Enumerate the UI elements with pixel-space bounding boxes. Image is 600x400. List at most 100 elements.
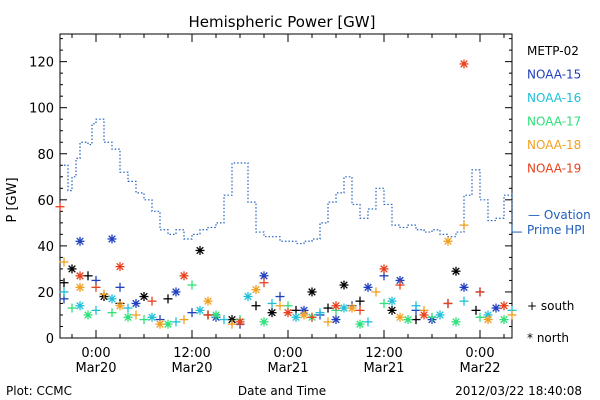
data-point xyxy=(411,315,421,325)
legend-entry: NOAA-15 xyxy=(527,68,581,82)
data-point xyxy=(107,234,117,244)
data-point xyxy=(363,317,373,327)
data-point xyxy=(339,303,349,313)
x-tick-label-date: Mar21 xyxy=(267,361,308,376)
data-point xyxy=(459,282,469,292)
y-tick-label: 40 xyxy=(37,240,54,255)
data-point xyxy=(227,319,237,329)
data-point xyxy=(411,301,421,311)
data-point xyxy=(499,315,509,325)
data-point xyxy=(75,301,85,311)
data-point xyxy=(443,236,453,246)
data-point xyxy=(251,285,261,295)
x-tick-label-time: 0:00 xyxy=(81,346,110,361)
data-point xyxy=(163,319,173,329)
data-point xyxy=(131,298,141,308)
data-point xyxy=(171,287,181,297)
plot-frame xyxy=(59,33,513,339)
y-axis-label: P [GW] xyxy=(5,177,20,222)
legend-entry: NOAA-19 xyxy=(527,162,581,176)
data-point xyxy=(371,287,381,297)
data-point xyxy=(355,319,365,329)
data-point xyxy=(459,59,469,69)
chart-title: Hemispheric Power [GW] xyxy=(189,13,376,31)
data-point xyxy=(75,282,85,292)
y-tick-label: 0 xyxy=(46,332,54,347)
data-point xyxy=(483,315,493,325)
data-point xyxy=(67,303,77,313)
y-tick-label: 60 xyxy=(37,194,54,209)
footer-left: Plot: CCMC xyxy=(6,384,72,398)
data-point xyxy=(307,287,317,297)
data-point xyxy=(403,315,413,325)
data-point xyxy=(115,282,125,292)
data-point xyxy=(55,202,65,212)
data-point xyxy=(451,266,461,276)
data-point xyxy=(107,294,117,304)
data-point xyxy=(83,271,93,281)
data-point xyxy=(155,319,165,329)
data-point xyxy=(355,305,365,315)
data-point xyxy=(299,310,309,320)
marker-legend-entry: + south xyxy=(527,299,574,313)
data-point xyxy=(115,301,125,311)
ovation-line xyxy=(64,118,513,245)
data-point xyxy=(139,292,149,302)
data-point xyxy=(475,287,485,297)
data-point xyxy=(123,303,133,313)
footer-right: 2012/03/22 18:40:08 xyxy=(455,384,582,398)
data-point xyxy=(459,220,469,230)
data-point xyxy=(355,296,365,306)
legend-entry: NOAA-16 xyxy=(527,91,581,105)
marker-legend: + south * north xyxy=(527,299,574,345)
data-point xyxy=(179,271,189,281)
data-point xyxy=(259,271,269,281)
data-point xyxy=(219,315,229,325)
data-point xyxy=(195,305,205,315)
x-tick-label-time: 12:00 xyxy=(173,346,210,361)
data-point xyxy=(91,282,101,292)
x-tick-label-date: Mar21 xyxy=(363,361,404,376)
legend-entry: NOAA-18 xyxy=(527,138,581,152)
y-tick-label: 100 xyxy=(29,102,54,117)
data-point xyxy=(443,298,453,308)
x-tick-label-date: Mar22 xyxy=(459,361,500,376)
data-point xyxy=(459,296,469,306)
x-axis-label: Date and Time xyxy=(238,384,326,398)
data-point xyxy=(267,298,277,308)
data-point xyxy=(435,310,445,320)
data-point xyxy=(203,296,213,306)
data-point xyxy=(387,305,397,315)
scatter-points xyxy=(55,59,517,329)
data-point xyxy=(475,312,485,322)
data-point xyxy=(275,292,285,302)
data-point xyxy=(123,312,133,322)
data-point xyxy=(179,315,189,325)
ovation-series xyxy=(64,118,522,245)
x-axis: 0:00Mar2012:00Mar200:00Mar2112:00Mar210:… xyxy=(71,34,505,376)
data-point xyxy=(83,310,93,320)
data-point xyxy=(91,305,101,315)
x-tick-label-time: 12:00 xyxy=(365,346,402,361)
data-point xyxy=(259,278,269,288)
data-point xyxy=(395,280,405,290)
data-point xyxy=(131,310,141,320)
data-point xyxy=(491,303,501,313)
data-point xyxy=(243,292,253,302)
x-tick-label-date: Mar20 xyxy=(171,361,212,376)
y-tick-label: 120 xyxy=(29,56,54,71)
data-point xyxy=(187,280,197,290)
data-point xyxy=(59,278,69,288)
data-point xyxy=(99,289,109,299)
data-point xyxy=(115,262,125,272)
data-point xyxy=(163,294,173,304)
data-point xyxy=(507,310,517,320)
legend-entry: NOAA-17 xyxy=(527,115,581,129)
data-point xyxy=(331,315,341,325)
ovation-label-line2: Prime HPI xyxy=(527,223,585,237)
data-point xyxy=(283,308,293,318)
legend-entry: METP-02 xyxy=(527,44,579,58)
data-point xyxy=(267,308,277,318)
data-point xyxy=(451,317,461,327)
data-point xyxy=(387,296,397,306)
